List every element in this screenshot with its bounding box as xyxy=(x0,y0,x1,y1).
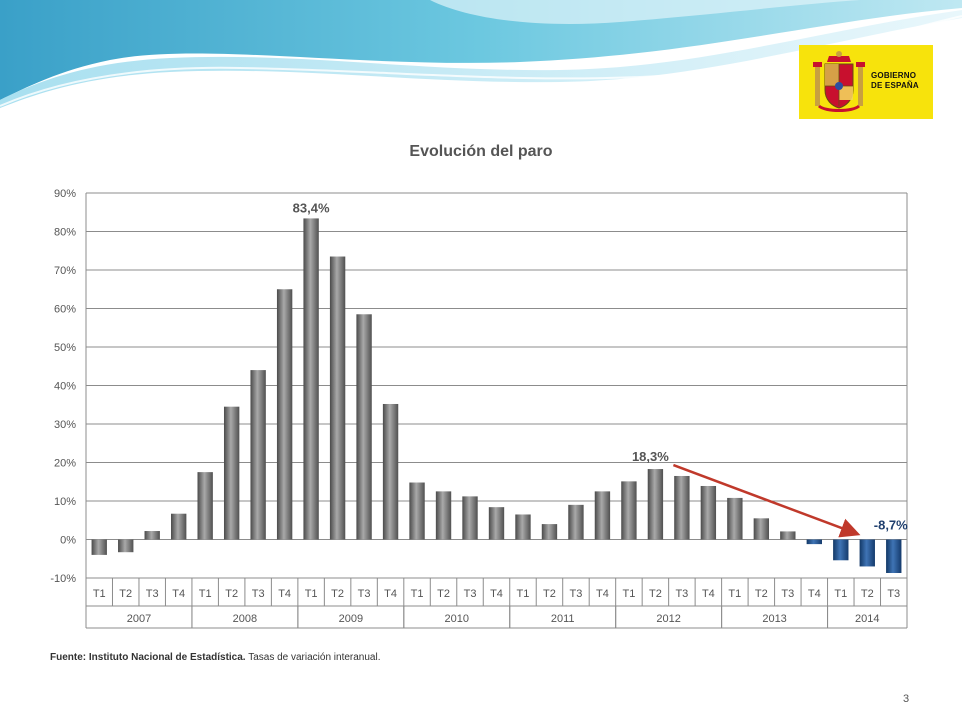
bar xyxy=(568,504,584,540)
quarter-label: T1 xyxy=(411,588,424,600)
bar xyxy=(91,539,107,555)
bar xyxy=(462,496,478,540)
bar xyxy=(409,482,425,540)
year-label: 2007 xyxy=(127,613,151,625)
y-tick-label: 70% xyxy=(54,265,76,277)
quarter-label: T2 xyxy=(649,588,662,600)
bar xyxy=(833,539,849,561)
quarter-label: T3 xyxy=(146,588,159,600)
quarter-label: T3 xyxy=(570,588,583,600)
y-tick-label: 30% xyxy=(54,419,76,431)
bar xyxy=(621,481,637,540)
bar-chart: -10% 0% 10% 20% 30% 40% 50% 60% 70% 80% 90% T1 T2 T3 T… xyxy=(50,188,908,629)
quarter-label: T2 xyxy=(437,588,450,600)
bar xyxy=(435,491,452,540)
quarter-label: T1 xyxy=(517,588,530,600)
quarter-label: T1 xyxy=(834,588,847,600)
bar xyxy=(223,406,240,540)
quarter-label: T4 xyxy=(172,588,185,600)
bar xyxy=(488,507,505,540)
bar xyxy=(250,370,266,540)
bar xyxy=(144,531,160,540)
bar xyxy=(594,491,611,540)
quarter-label: T2 xyxy=(543,588,556,600)
quarter-label: T2 xyxy=(331,588,344,600)
quarter-label: T4 xyxy=(808,588,821,600)
logo-line-1: GOBIERNO xyxy=(871,71,917,80)
quarter-label: T1 xyxy=(622,588,635,600)
quarter-label: T3 xyxy=(358,588,371,600)
quarter-label: T3 xyxy=(887,588,900,600)
chart-title: Evolución del paro xyxy=(409,143,553,160)
y-tick-label: 50% xyxy=(54,342,76,354)
bar xyxy=(329,256,346,540)
year-label: 2012 xyxy=(656,613,680,625)
year-label: 2013 xyxy=(762,613,786,625)
quarter-label: T2 xyxy=(119,588,132,600)
bar xyxy=(700,485,717,540)
year-label: 2010 xyxy=(445,613,469,625)
year-label: 2014 xyxy=(855,613,879,625)
quarter-label: T4 xyxy=(278,588,291,600)
source-text: Tasas de variación interanual. xyxy=(245,652,381,663)
y-tick-label: 0% xyxy=(60,535,76,547)
source-note: Fuente: Instituto Nacional de Estadístic… xyxy=(50,652,381,663)
y-tick-label: 90% xyxy=(54,188,76,200)
data-label: 83,4% xyxy=(293,200,330,215)
bar xyxy=(515,514,531,540)
bar xyxy=(753,518,770,540)
quarter-label: T4 xyxy=(490,588,503,600)
quarter-label: T2 xyxy=(755,588,768,600)
quarter-label: T3 xyxy=(675,588,688,600)
bar xyxy=(647,469,664,540)
data-label: -8,7% xyxy=(874,518,908,533)
quarter-label: T4 xyxy=(384,588,397,600)
bar xyxy=(806,539,822,545)
bar xyxy=(171,513,187,540)
data-label: 18,3% xyxy=(632,449,669,464)
page-number: 3 xyxy=(903,693,910,705)
quarter-label: T1 xyxy=(199,588,212,600)
quarter-label: T1 xyxy=(728,588,741,600)
quarter-label: T2 xyxy=(861,588,874,600)
bar xyxy=(197,472,213,540)
year-label: 2008 xyxy=(233,613,257,625)
source-bold: Fuente: Instituto Nacional de Estadístic… xyxy=(50,652,246,663)
quarter-label: T1 xyxy=(305,588,318,600)
quarter-label: T1 xyxy=(93,588,106,600)
bar xyxy=(356,314,372,540)
quarter-label: T4 xyxy=(596,588,609,600)
y-tick-label: 80% xyxy=(54,227,76,239)
quarter-label: T3 xyxy=(252,588,265,600)
bar xyxy=(859,539,875,567)
logo-line-2: DE ESPAÑA xyxy=(871,81,919,90)
bar xyxy=(118,539,134,553)
quarter-label: T4 xyxy=(702,588,715,600)
bar xyxy=(886,539,902,573)
quarter-label: T3 xyxy=(781,588,794,600)
gobierno-logo: GOBIERNO DE ESPAÑA xyxy=(799,45,933,119)
bar xyxy=(674,475,690,540)
trend-arrow xyxy=(672,463,861,538)
y-tick-label: 10% xyxy=(54,496,76,508)
year-label: 2011 xyxy=(551,613,575,625)
bar xyxy=(382,403,399,540)
bar xyxy=(727,497,743,540)
quarter-label: T2 xyxy=(225,588,238,600)
coat-of-arms-icon xyxy=(813,51,865,112)
bar xyxy=(780,531,796,540)
quarter-label: T3 xyxy=(464,588,477,600)
logo-text: GOBIERNO DE ESPAÑA xyxy=(871,71,919,91)
y-tick-label: -10% xyxy=(50,573,76,585)
bar xyxy=(276,289,293,540)
bar xyxy=(303,218,319,540)
year-label: 2009 xyxy=(339,613,363,625)
y-tick-label: 60% xyxy=(54,304,76,316)
bar xyxy=(541,524,558,540)
y-tick-label: 20% xyxy=(54,458,76,470)
y-tick-label: 40% xyxy=(54,381,76,393)
